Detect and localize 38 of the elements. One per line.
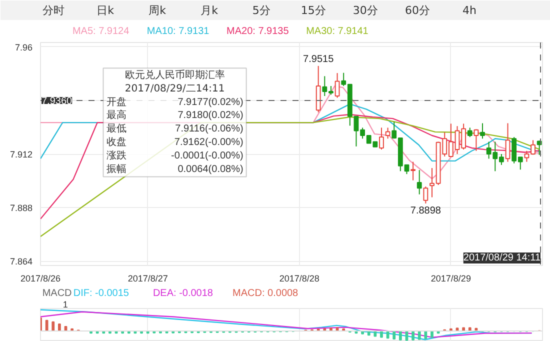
annotation: 欧元兑人民币即期汇率 <box>124 69 225 82</box>
text: MA30: 7.9141 <box>306 26 369 37</box>
text: MA10: 7.9131 <box>146 26 210 37</box>
series-label: DIF: -0.0015 <box>73 288 130 299</box>
text: 开盘 7.9177(0.02%) <box>106 96 244 108</box>
y-tick-label: 7.912 <box>10 150 33 160</box>
text: 最高 7.9180(0.02%) <box>106 110 244 122</box>
text: MA20: 7.9135 <box>226 26 290 37</box>
text: 5分 <box>252 4 270 17</box>
ref-line-label: 7.9360 <box>42 96 73 107</box>
annotation: 2017/08/29/二14:11 <box>124 83 225 94</box>
x-tick-label: 2017/8/27 <box>128 274 168 284</box>
text: 1 <box>62 299 68 310</box>
x-tick-label: 2017/8/28 <box>279 274 320 284</box>
x-tick-label: 2017/8/26 <box>20 274 61 284</box>
y-tick-label: 7.96 <box>14 42 33 52</box>
text: 最低 7.9116(-0.06%) <box>106 124 244 135</box>
annotation: 7.8898 <box>410 206 442 217</box>
text: 振幅 0.0064(0.08%) <box>106 164 244 175</box>
text: 60分 <box>404 4 430 17</box>
chart-title: MACD <box>42 288 72 299</box>
text: 周k <box>148 4 167 17</box>
text: 涨跌 -0.0001(-0.00%) <box>106 150 244 162</box>
x-tick-label: 2017/8/29 <box>430 274 471 284</box>
annotation: 7.9515 <box>303 54 334 65</box>
y-tick-label: 7.888 <box>10 203 33 214</box>
text: 日k <box>96 4 115 17</box>
text: 收盘 7.9162(-0.00%) <box>106 137 244 148</box>
ref-line-label: 2017/08/29 14:11 <box>463 252 541 264</box>
text: 月k <box>200 4 219 17</box>
text: MA5: 7.9124 <box>72 26 130 37</box>
text: MACD: 0.0008 <box>232 288 299 299</box>
text: 15分 <box>300 4 326 17</box>
y-tick-label: 7.864 <box>10 256 33 267</box>
text: 30分 <box>352 4 378 17</box>
series-label: DEA: -0.0018 <box>152 288 214 299</box>
text: 4h <box>462 4 476 17</box>
text: 分时 <box>42 4 64 17</box>
